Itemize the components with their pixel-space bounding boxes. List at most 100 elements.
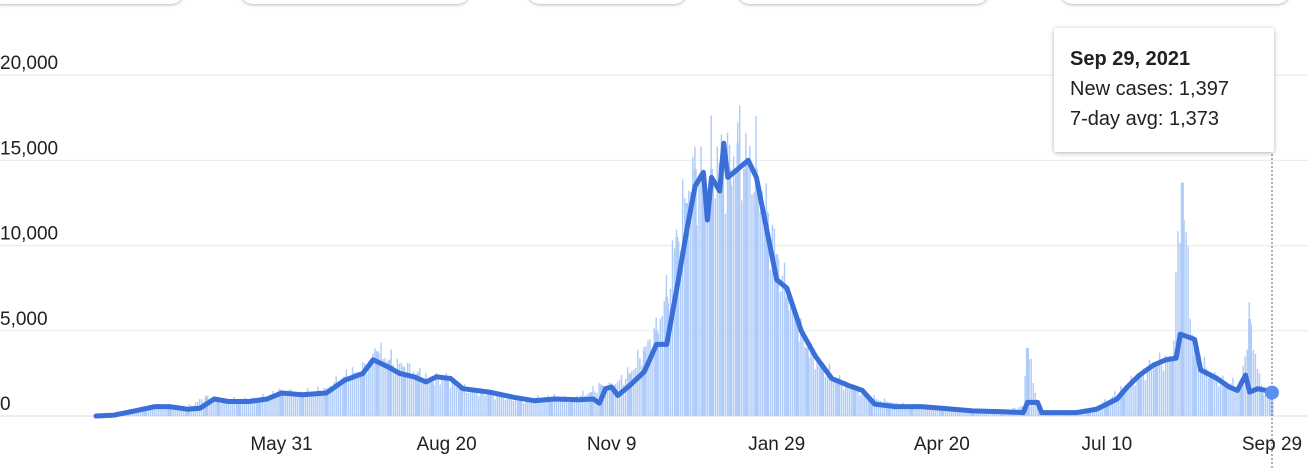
daily-cases-bar [692, 156, 694, 417]
daily-cases-bar [1258, 373, 1261, 416]
daily-cases-bar [457, 386, 460, 416]
daily-cases-bar [445, 376, 449, 416]
daily-cases-bar [1128, 387, 1130, 416]
daily-cases-bar [298, 393, 301, 416]
daily-cases-bar [1132, 377, 1134, 416]
daily-cases-bar [757, 179, 759, 416]
daily-cases-bar [225, 400, 227, 416]
filter-chip[interactable] [737, 0, 989, 4]
daily-cases-bar [1154, 364, 1158, 416]
daily-cases-bar [284, 391, 286, 416]
daily-cases-bar [170, 405, 172, 416]
daily-cases-bar [162, 405, 164, 416]
daily-cases-bar [1230, 383, 1232, 416]
filter-chip[interactable] [0, 0, 184, 4]
filter-chip[interactable] [527, 0, 687, 4]
daily-cases-bar [614, 384, 617, 416]
daily-cases-bar [881, 402, 884, 416]
daily-cases-bar [152, 407, 154, 416]
daily-cases-bar [649, 339, 651, 416]
daily-cases-bar [824, 376, 827, 416]
daily-cases-bar [372, 353, 374, 416]
daily-cases-bar [211, 399, 213, 416]
daily-cases-bar [158, 408, 160, 416]
daily-cases-bar [584, 396, 586, 416]
daily-cases-bar [500, 396, 503, 416]
daily-cases-bar [262, 393, 264, 416]
daily-cases-bar [693, 168, 697, 416]
daily-cases-bar [1130, 376, 1132, 416]
y-axis-ticks: 0 5,000 10,000 15,000 20,000 [0, 53, 58, 415]
daily-cases-bar [266, 397, 268, 416]
daily-cases-bar [944, 408, 947, 416]
daily-cases-bar [701, 185, 705, 416]
daily-cases-bar [474, 388, 476, 416]
daily-cases-bar [861, 393, 863, 416]
daily-cases-bar [688, 190, 690, 416]
daily-cases-bar [1030, 359, 1032, 416]
daily-cases-bar [1260, 388, 1264, 416]
daily-cases-bar [1226, 382, 1228, 416]
daily-cases-bar [270, 395, 272, 416]
daily-cases-bar [419, 368, 421, 416]
daily-cases-bar [213, 401, 215, 416]
daily-cases-bar [443, 378, 445, 416]
daily-cases-bar [319, 390, 321, 416]
daily-cases-bar [879, 400, 882, 416]
daily-cases-bar [1144, 379, 1147, 416]
daily-cases-bar [571, 397, 574, 416]
daily-cases-bar [932, 408, 935, 416]
daily-cases-bar [1134, 385, 1136, 416]
hover-point[interactable] [1265, 385, 1279, 400]
daily-cases-bar [327, 387, 329, 416]
daily-cases-bar [380, 342, 382, 416]
daily-cases-bar [531, 399, 533, 416]
daily-cases-bar [569, 398, 573, 416]
daily-cases-bar [863, 393, 865, 416]
filter-chip[interactable] [240, 0, 470, 4]
daily-cases-bar [1120, 386, 1122, 416]
daily-cases-bar [610, 387, 614, 416]
filter-chip[interactable] [1060, 0, 1290, 4]
daily-cases-bar [439, 384, 441, 416]
daily-cases-bar [423, 379, 425, 416]
daily-cases-bar [337, 385, 339, 416]
daily-cases-bar [1244, 356, 1246, 416]
daily-cases-bar [178, 405, 180, 416]
daily-cases-bar [549, 397, 553, 416]
daily-cases-bar [324, 389, 328, 416]
daily-cases-bar [814, 369, 816, 416]
daily-cases-bar [785, 296, 789, 416]
daily-cases-bar [492, 392, 494, 416]
daily-cases-bar [315, 393, 317, 416]
daily-cases-bar [700, 146, 702, 416]
daily-cases-bar [1207, 378, 1210, 416]
daily-cases-bar [1175, 272, 1177, 416]
daily-cases-bar [781, 275, 784, 416]
daily-cases-bar [718, 162, 721, 416]
y-tick-label: 15,000 [0, 138, 58, 159]
daily-cases-bar [710, 168, 714, 416]
daily-cases-bar [783, 262, 786, 416]
daily-cases-bar [366, 373, 368, 416]
daily-cases-bar [891, 402, 894, 416]
daily-cases-bar [547, 395, 549, 416]
daily-cases-bar [1150, 370, 1153, 416]
daily-cases-bar [734, 173, 737, 416]
daily-cases-bar [885, 401, 888, 416]
daily-cases-bar [1024, 375, 1026, 416]
daily-cases-bar [209, 399, 211, 416]
daily-cases-bar [359, 376, 362, 416]
daily-cases-bar [857, 386, 859, 416]
daily-cases-bar [1217, 386, 1220, 416]
daily-cases-bar [268, 394, 270, 416]
daily-cases-bar [955, 408, 957, 416]
daily-cases-bar [586, 394, 588, 416]
daily-cases-bar [779, 292, 782, 416]
daily-cases-bar [877, 399, 880, 416]
y-tick-label: 5,000 [0, 309, 48, 330]
daily-cases-bar [408, 363, 411, 416]
daily-cases-bar [184, 408, 187, 416]
y-tick-label: 20,000 [0, 53, 58, 74]
daily-cases-bar [1248, 318, 1252, 416]
